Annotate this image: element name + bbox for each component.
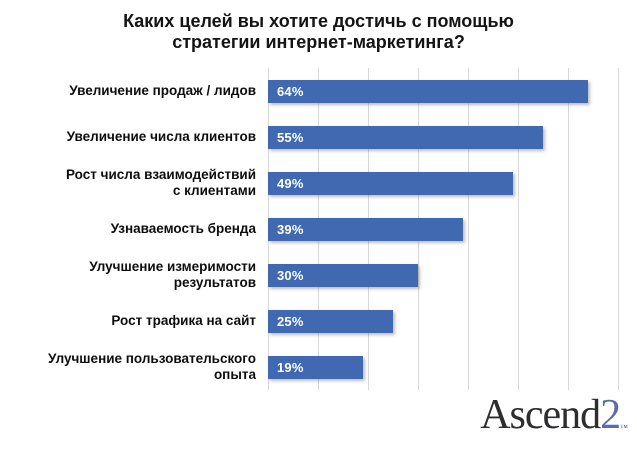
chart-title-line2: стратегии интернет-маркетинга? (172, 32, 465, 52)
bar: 39% (268, 217, 463, 241)
value-label: 39% (277, 221, 304, 237)
brand-suffix: 2 (600, 392, 621, 438)
category-label: Улучшение пользовательского опыта (48, 351, 256, 382)
gridline (518, 68, 519, 390)
gridline (618, 68, 619, 390)
value-label: 19% (277, 359, 304, 375)
value-label: 55% (277, 129, 304, 145)
category-labels: Увеличение продаж / лидов Увеличение числ… (0, 68, 262, 390)
bar: 49% (268, 171, 513, 195)
category-label: Увеличение числа клиентов (66, 129, 256, 144)
trademark-symbol: ™ (620, 423, 628, 432)
brand-name: Ascend (480, 392, 601, 438)
gridline (468, 68, 469, 390)
chart-title: Каких целей вы хотите достичь с помощью … (0, 11, 637, 53)
category-label: Рост числа взаимодействий с клиентами (66, 167, 256, 198)
bar: 55% (268, 125, 543, 149)
bar: 25% (268, 309, 393, 333)
category-label: Увеличение продаж / лидов (69, 83, 256, 98)
value-label: 25% (277, 313, 304, 329)
bar: 19% (268, 355, 363, 379)
value-label: 64% (277, 83, 304, 99)
value-label: 49% (277, 175, 304, 191)
bar: 64% (268, 79, 588, 103)
gridline (568, 68, 569, 390)
bar: 30% (268, 263, 418, 287)
brand-logo: Ascend2™ (480, 394, 628, 436)
value-label: 30% (277, 267, 304, 283)
chart-title-line1: Каких целей вы хотите достичь с помощью (123, 11, 514, 31)
category-label: Улучшение измеримости результатов (89, 259, 256, 290)
plot-area: 64% 55% 49% 39% 30% 25% 19% (268, 68, 619, 390)
category-label: Узнаваемость бренда (110, 221, 256, 236)
category-label: Рост трафика на сайт (111, 313, 256, 328)
